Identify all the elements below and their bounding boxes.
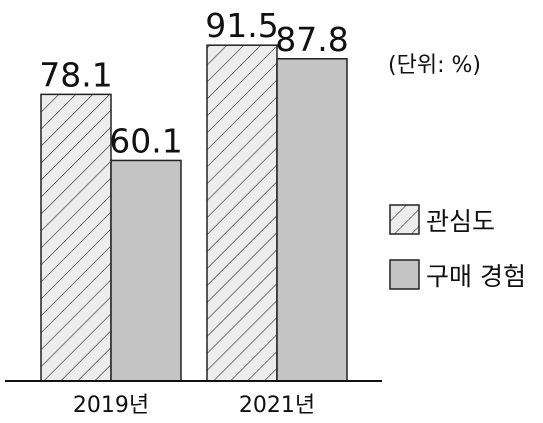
value-label: 60.1 <box>109 121 182 160</box>
value-label: 87.8 <box>275 20 348 59</box>
category-label: 2021년 <box>239 393 315 418</box>
category-label: 2019년 <box>73 393 149 418</box>
bar-purchase-0 <box>110 159 182 382</box>
bar-interest-1 <box>206 44 278 382</box>
legend-swatch <box>389 204 420 235</box>
legend-swatch <box>389 259 420 290</box>
bar-purchase-1 <box>276 58 348 382</box>
category-labels-group: 2019년 2021년 <box>73 393 315 418</box>
value-labels-group: 78.1 60.1 91.587.8 <box>39 6 348 160</box>
legend-label: 관심도 <box>426 207 495 236</box>
value-label: 78.1 <box>39 55 112 94</box>
bars-group <box>40 44 348 382</box>
value-label: 91.5 <box>205 6 278 45</box>
bar-interest-0 <box>40 93 112 382</box>
legend-label: 구매 경험 <box>426 262 526 291</box>
unit-note: (단위: %) <box>388 53 481 78</box>
